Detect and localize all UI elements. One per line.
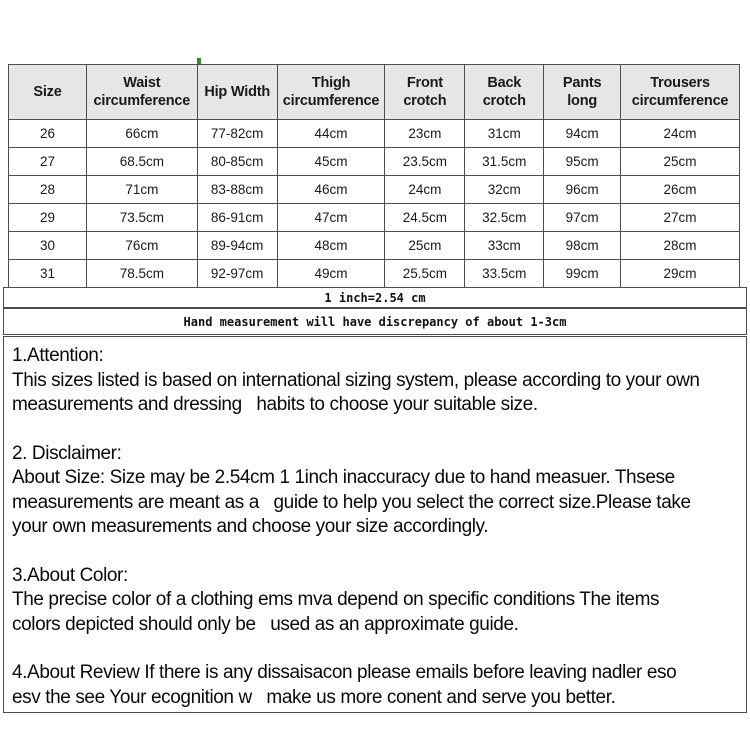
table-cell: 32.5cm xyxy=(464,203,545,232)
about-review-paragraph: 4.About Review If there is any dissaisac… xyxy=(12,662,677,708)
table-cell: 68.5cm xyxy=(85,147,198,176)
header-hip-width: Hip Width xyxy=(196,64,278,120)
table-cell: 92-97cm xyxy=(196,259,278,288)
table-cell: 47cm xyxy=(276,203,386,232)
table-cell: 99cm xyxy=(543,259,622,288)
disclaimer-paragraph: 2. Disclaimer: About Size: Size may be 2… xyxy=(12,442,691,538)
table-row: 30 76cm 89-94cm 48cm 25cm 33cm 98cm 28cm xyxy=(8,231,740,260)
table-cell: 33cm xyxy=(464,231,545,260)
table-cell: 73.5cm xyxy=(85,203,198,232)
table-cell: 78.5cm xyxy=(85,259,198,288)
table-cell: 27 xyxy=(8,147,87,176)
table-cell: 25cm xyxy=(384,231,466,260)
header-back-crotch: Back crotch xyxy=(464,64,545,120)
footnote-measurement-discrepancy: Hand measurement will have discrepancy o… xyxy=(3,308,747,335)
header-pants-long: Pants long xyxy=(543,64,622,120)
table-cell: 77-82cm xyxy=(196,119,278,148)
table-cell: 96cm xyxy=(543,175,622,204)
table-cell: 25.5cm xyxy=(384,259,466,288)
about-color-paragraph: 3.About Color: The precise color of a cl… xyxy=(12,564,660,635)
table-cell: 29 xyxy=(8,203,87,232)
table-cell: 80-85cm xyxy=(196,147,278,176)
table-cell: 95cm xyxy=(543,147,622,176)
table-row: 31 78.5cm 92-97cm 49cm 25.5cm 33.5cm 99c… xyxy=(8,259,740,288)
header-thigh-circumference: Thigh circumference xyxy=(276,64,386,120)
attention-paragraph: 1.Attention: This sizes listed is based … xyxy=(12,345,700,415)
table-cell: 45cm xyxy=(276,147,386,176)
footnote-inch-conversion-text: 1 inch=2.54 cm xyxy=(324,290,426,305)
table-cell: 25cm xyxy=(620,147,740,176)
table-cell: 94cm xyxy=(543,119,622,148)
table-cell: 24.5cm xyxy=(384,203,466,232)
table-cell: 24cm xyxy=(384,175,466,204)
table-cell: 33.5cm xyxy=(464,259,545,288)
table-cell: 26 xyxy=(8,119,87,148)
table-cell: 26cm xyxy=(620,175,740,204)
header-size: Size xyxy=(8,64,87,120)
table-cell: 89-94cm xyxy=(196,231,278,260)
table-cell: 23cm xyxy=(384,119,466,148)
table-row: 29 73.5cm 86-91cm 47cm 24.5cm 32.5cm 97c… xyxy=(8,203,740,232)
table-cell: 76cm xyxy=(85,231,198,260)
size-table: Size Waist circumference Hip Width Thigh… xyxy=(8,64,740,288)
table-cell: 23.5cm xyxy=(384,147,466,176)
table-cell: 71cm xyxy=(85,175,198,204)
table-cell: 83-88cm xyxy=(196,175,278,204)
table-cell: 31.5cm xyxy=(464,147,545,176)
header-waist-circumference: Waist circumference xyxy=(85,64,198,120)
green-tick-artifact xyxy=(197,58,201,64)
table-row: 27 68.5cm 80-85cm 45cm 23.5cm 31.5cm 95c… xyxy=(8,147,740,176)
table-row: 28 71cm 83-88cm 46cm 24cm 32cm 96cm 26cm xyxy=(8,175,740,204)
table-cell: 66cm xyxy=(85,119,198,148)
table-header-row: Size Waist circumference Hip Width Thigh… xyxy=(8,64,740,120)
table-cell: 27cm xyxy=(620,203,740,232)
table-cell: 46cm xyxy=(276,175,386,204)
table-row: 26 66cm 77-82cm 44cm 23cm 31cm 94cm 24cm xyxy=(8,119,740,148)
table-cell: 30 xyxy=(8,231,87,260)
header-front-crotch: Front crotch xyxy=(384,64,466,120)
footnote-measurement-discrepancy-text: Hand measurement will have discrepancy o… xyxy=(183,314,567,329)
table-cell: 44cm xyxy=(276,119,386,148)
header-trousers-circumference: Trousers circumference xyxy=(620,64,740,120)
table-cell: 28 xyxy=(8,175,87,204)
table-cell: 31cm xyxy=(464,119,545,148)
footnote-inch-conversion: 1 inch=2.54 cm xyxy=(3,287,747,308)
table-cell: 98cm xyxy=(543,231,622,260)
description-box: 1.Attention: This sizes listed is based … xyxy=(3,336,747,713)
table-cell: 31 xyxy=(8,259,87,288)
table-cell: 97cm xyxy=(543,203,622,232)
table-cell: 32cm xyxy=(464,175,545,204)
table-cell: 49cm xyxy=(276,259,386,288)
table-cell: 28cm xyxy=(620,231,740,260)
table-cell: 86-91cm xyxy=(196,203,278,232)
table-cell: 24cm xyxy=(620,119,740,148)
table-cell: 29cm xyxy=(620,259,740,288)
table-cell: 48cm xyxy=(276,231,386,260)
